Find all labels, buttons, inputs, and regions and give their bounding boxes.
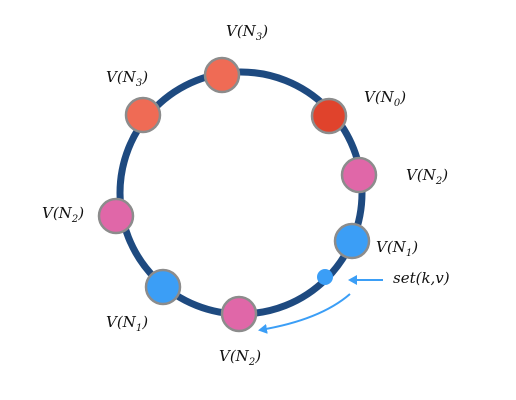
node-label-top-right: V(N0) xyxy=(364,88,406,109)
node-top-right xyxy=(310,97,348,135)
node-label-bottom: V(N2) xyxy=(219,347,261,368)
node-left xyxy=(97,197,135,235)
node-label-upper-left: V(N3) xyxy=(106,68,148,89)
node-upper-left xyxy=(124,96,162,134)
operation-label: set(k,v) xyxy=(393,269,450,287)
node-label-left: V(N2) xyxy=(42,204,84,225)
node-label-lower-right: V(N1) xyxy=(376,238,418,259)
node-top xyxy=(203,56,241,94)
node-bottom xyxy=(220,295,258,333)
key-dot xyxy=(317,269,333,285)
node-lower-left xyxy=(144,268,182,306)
node-label-right: V(N2) xyxy=(406,166,448,187)
node-label-top: V(N3) xyxy=(226,22,268,43)
lookup-arrow xyxy=(258,293,351,334)
node-label-lower-left: V(N1) xyxy=(106,313,148,334)
node-lower-right xyxy=(333,222,371,260)
node-right xyxy=(340,156,378,194)
